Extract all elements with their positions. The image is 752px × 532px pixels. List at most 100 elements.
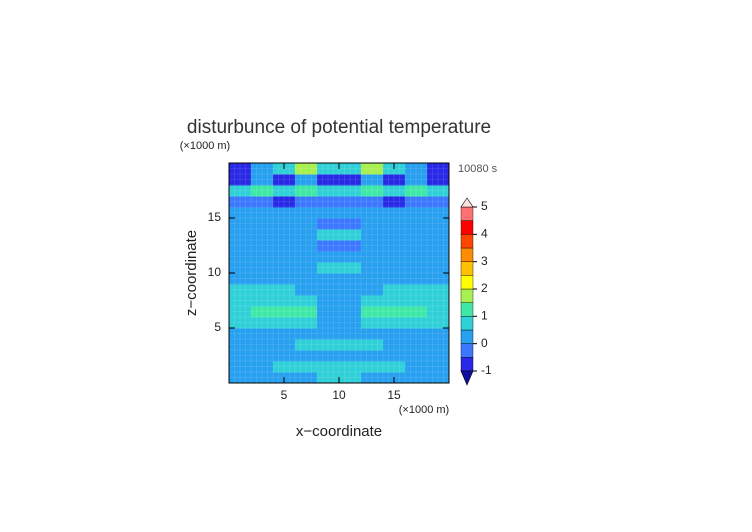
field-cell	[229, 284, 252, 296]
field-cell	[339, 361, 362, 373]
field-cell	[317, 284, 340, 296]
field-cell	[251, 372, 274, 384]
field-cell	[273, 295, 296, 307]
field-cell	[427, 273, 450, 285]
field-cell	[273, 174, 296, 186]
field-cell	[405, 339, 428, 351]
field-cell	[317, 207, 340, 219]
field-cell	[383, 350, 406, 362]
field-cell	[273, 317, 296, 329]
field-cell	[295, 174, 318, 186]
field-cell	[405, 240, 428, 252]
field-cell	[339, 306, 362, 318]
colorbar-tick-label: 5	[481, 199, 488, 213]
field-cell	[339, 339, 362, 351]
colorbar-segment	[460, 261, 474, 276]
field-cell	[339, 174, 362, 186]
field-cell	[295, 185, 318, 197]
field-cell	[339, 163, 362, 175]
field-cell	[383, 174, 406, 186]
field-cell	[427, 207, 450, 219]
field-cell	[383, 317, 406, 329]
field-cell	[427, 284, 450, 296]
field-cell	[361, 163, 384, 175]
field-cell	[251, 218, 274, 230]
field-cell	[317, 372, 340, 384]
field-cell	[405, 306, 428, 318]
x-tick-label: 5	[281, 388, 288, 402]
field-cell	[361, 306, 384, 318]
field-cell	[405, 262, 428, 274]
field-cell	[317, 185, 340, 197]
field-cell	[273, 339, 296, 351]
field-cell	[405, 174, 428, 186]
field-cell	[273, 328, 296, 340]
field-cell	[405, 328, 428, 340]
field-cell	[229, 207, 252, 219]
colorbar-segment	[460, 329, 474, 344]
field-cell	[405, 273, 428, 285]
colorbar-tick-label: 2	[481, 281, 488, 295]
field-cell	[383, 240, 406, 252]
field-cell	[405, 284, 428, 296]
field-cell	[251, 174, 274, 186]
field-cell	[405, 295, 428, 307]
field-cell	[251, 185, 274, 197]
field-cell	[383, 207, 406, 219]
field-cell	[317, 339, 340, 351]
x-tick-label: 15	[387, 388, 401, 402]
field-cell	[361, 240, 384, 252]
field-cell	[251, 273, 274, 285]
field-cell	[251, 251, 274, 263]
field-cell	[361, 262, 384, 274]
colorbar-under	[460, 370, 474, 386]
field-cell	[405, 361, 428, 373]
field-cell	[361, 350, 384, 362]
field-cell	[361, 339, 384, 351]
field-cell	[339, 284, 362, 296]
field-cell	[229, 185, 252, 197]
field-cell	[339, 251, 362, 263]
field-cell	[229, 273, 252, 285]
field-cell	[383, 251, 406, 263]
field-cell	[251, 207, 274, 219]
field-cell	[273, 361, 296, 373]
field-cell	[427, 174, 450, 186]
field-cell	[251, 163, 274, 175]
y-tick-label: 5	[214, 320, 221, 334]
field-cell	[229, 295, 252, 307]
colorbar-segment	[460, 234, 474, 249]
time-label: 10080 s	[458, 163, 498, 175]
field-cell	[295, 284, 318, 296]
colorbar-tick-label: -1	[481, 363, 492, 377]
field-cell	[229, 350, 252, 362]
field-cell	[361, 196, 384, 208]
colorbar-segment	[460, 316, 474, 331]
field-cell	[229, 229, 252, 241]
field-cell	[295, 306, 318, 318]
field-cell	[229, 174, 252, 186]
field-cell	[273, 251, 296, 263]
field-cell	[339, 262, 362, 274]
field-cell	[229, 218, 252, 230]
field-cell	[273, 229, 296, 241]
field-cell	[427, 218, 450, 230]
field-cell	[229, 339, 252, 351]
field-cell	[383, 295, 406, 307]
y-tick-label: 15	[208, 210, 222, 224]
field-cell	[427, 372, 450, 384]
colorbar-tick-label: 1	[481, 309, 488, 323]
field-cell	[317, 196, 340, 208]
field-cell	[361, 273, 384, 285]
field-cell	[317, 229, 340, 241]
field-cell	[361, 361, 384, 373]
field-cell	[251, 339, 274, 351]
field-cell	[427, 295, 450, 307]
field-cell	[427, 262, 450, 274]
field-cell	[295, 163, 318, 175]
field-cell	[427, 350, 450, 362]
field-cell	[317, 361, 340, 373]
field-cell	[295, 207, 318, 219]
field-cell	[229, 372, 252, 384]
field-cell	[361, 218, 384, 230]
